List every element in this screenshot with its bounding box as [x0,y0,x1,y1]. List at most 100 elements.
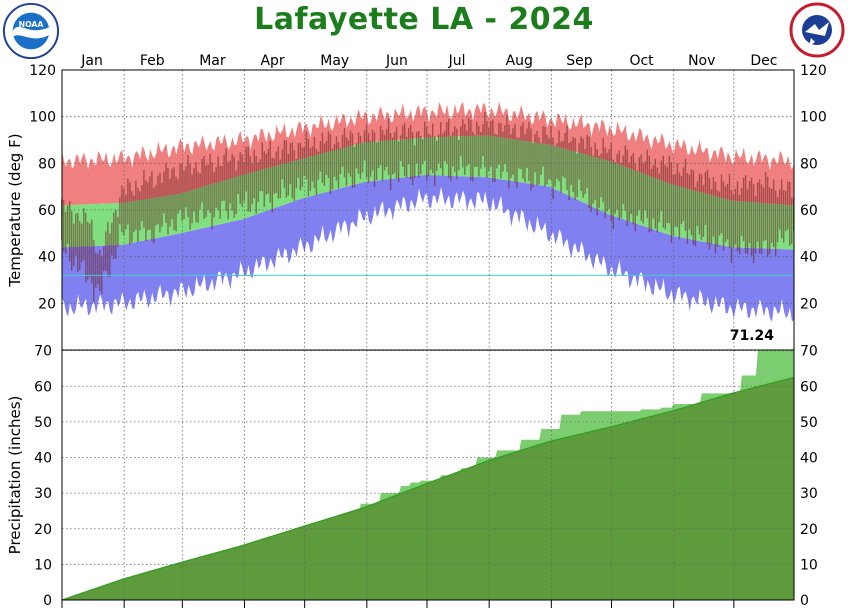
observed-temp-bar [107,222,109,277]
observed-temp-bar [742,177,745,242]
observed-temp-bar [722,181,725,251]
observed-temp-bar [452,131,454,167]
observed-temp-bar [754,196,757,254]
temp-tick-label-right: 40 [800,250,818,266]
observed-temp-bar [712,177,715,237]
observed-temp-bar [357,132,360,174]
month-label: Oct [629,53,654,69]
precip-tick-label-left: 70 [34,344,52,360]
observed-temp-bar [197,171,199,223]
observed-temp-bar [165,162,167,223]
observed-temp-bar [736,181,739,252]
observed-temp-bar [588,136,590,209]
noaa-logo-text: NOAA [19,20,44,29]
observed-temp-bar [139,191,141,231]
record-low-band [62,175,794,322]
observed-temp-bar [502,131,504,172]
noaa-logo-icon: NOAA [2,2,60,60]
precip-tick-label-right: 10 [800,557,818,573]
observed-temp-bar [546,134,548,185]
precip-tick-label-left: 40 [34,451,52,467]
observed-temp-bar [486,121,488,178]
observed-temp-bar [630,155,632,215]
observed-temp-bar [590,146,592,212]
observed-temp-bar [315,149,318,196]
observed-temp-bar [405,136,408,179]
observed-temp-bar [658,173,661,223]
observed-temp-bar [105,231,107,271]
observed-temp-bar [460,126,462,157]
observed-temp-bar [373,132,376,188]
precip-tick-label-right: 30 [800,486,818,502]
observed-temp-bar [648,155,651,233]
observed-temp-bar [544,126,546,187]
observed-temp-bar [600,153,602,198]
observed-temp-bar [305,131,308,180]
observed-temp-bar [634,163,636,232]
observed-temp-bar [409,125,412,180]
observed-temp-bar [103,246,105,272]
observed-temp-bar [127,178,129,225]
observed-temp-bar [317,151,320,180]
observed-temp-bar [706,169,709,245]
observed-temp-bar [528,121,530,182]
observed-temp-bar [363,130,366,161]
observed-temp-bar [125,194,127,230]
observed-temp-bar [161,183,163,227]
observed-temp-bar [512,128,514,175]
observed-temp-bar [542,126,544,167]
observed-temp-bar [606,152,608,212]
observed-temp-bar [478,126,480,177]
observed-temp-bar [195,162,197,223]
temp-tick-label-left: 20 [38,296,56,312]
observed-temp-bar [369,140,372,177]
observed-temp-bar [444,130,446,162]
observed-temp-bar [213,172,215,218]
observed-temp-bar [137,187,139,243]
observed-temp-bar [383,134,386,171]
observed-temp-bar [277,146,279,199]
observed-temp-bar [387,118,390,176]
observed-temp-bar [454,126,456,172]
observed-temp-bar [684,158,687,231]
observed-temp-bar [462,119,464,168]
observed-temp-bar [480,132,482,169]
observed-temp-bar [321,132,324,183]
observed-temp-bar [756,182,759,242]
observed-temp-bar [115,209,117,259]
observed-temp-bar [666,166,669,223]
observed-temp-bar [790,197,793,245]
observed-temp-bar [77,213,79,272]
observed-temp-bar [518,137,520,169]
observed-temp-bar [784,190,787,232]
observed-temp-bar [624,145,626,211]
observed-temp-bar [538,137,540,185]
nws-logo-icon [789,2,845,58]
observed-temp-bar [151,171,153,241]
observed-temp-bar [554,145,556,187]
observed-temp-bar [349,130,352,177]
observed-temp-bar [608,149,610,210]
observed-temp-bar [261,142,263,192]
month-label: Aug [506,53,533,69]
observed-temp-bar [466,130,468,167]
observed-temp-bar [337,142,340,189]
observed-temp-bar [129,182,131,245]
observed-temp-bar [143,169,145,228]
observed-temp-bar [568,142,570,201]
observed-temp-bar [628,162,630,222]
observed-temp-bar [391,137,394,175]
observed-temp-bar [307,139,310,197]
observed-temp-bar [93,239,95,302]
observed-temp-bar [654,158,657,229]
observed-temp-bar [622,155,624,205]
observed-temp-bar [117,216,119,247]
observed-temp-bar [153,187,155,244]
observed-temp-bar [341,134,344,167]
observed-temp-bar [185,166,187,208]
observed-temp-bar [510,134,512,179]
precip-tick-label-right: 60 [800,379,818,395]
observed-temp-bar [295,158,298,189]
month-label: Feb [140,53,165,69]
observed-temp-bar [207,164,209,210]
